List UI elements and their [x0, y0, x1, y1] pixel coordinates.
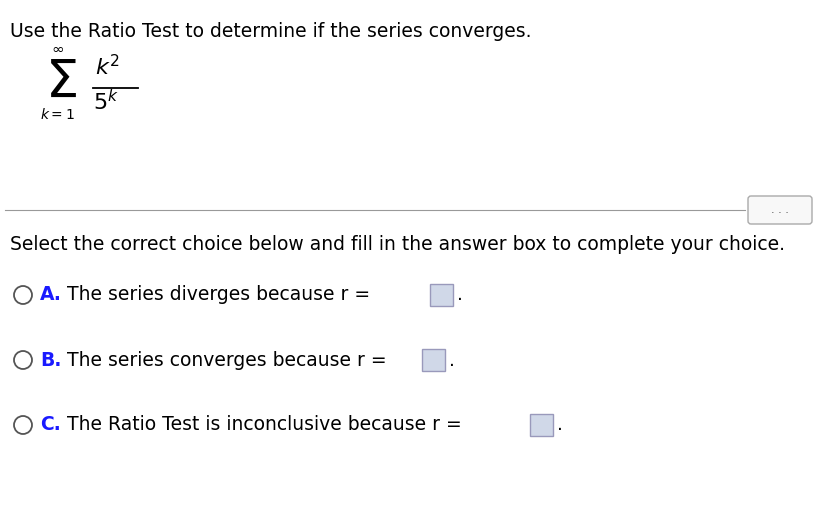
Text: B.: B.	[40, 350, 61, 369]
Text: A.: A.	[40, 286, 62, 305]
Text: The series diverges because r =: The series diverges because r =	[67, 286, 370, 305]
FancyBboxPatch shape	[430, 284, 453, 306]
Text: Select the correct choice below and fill in the answer box to complete your choi: Select the correct choice below and fill…	[10, 235, 785, 254]
FancyBboxPatch shape	[422, 349, 445, 371]
Text: C.: C.	[40, 415, 61, 434]
Text: .: .	[557, 415, 563, 434]
FancyBboxPatch shape	[530, 414, 553, 436]
Text: .: .	[457, 286, 463, 305]
Text: $\infty$: $\infty$	[51, 42, 64, 56]
Text: Use the Ratio Test to determine if the series converges.: Use the Ratio Test to determine if the s…	[10, 22, 531, 41]
Text: The Ratio Test is inconclusive because r =: The Ratio Test is inconclusive because r…	[67, 415, 462, 434]
Text: $k = 1$: $k = 1$	[40, 107, 75, 122]
FancyBboxPatch shape	[748, 196, 812, 224]
Text: The series converges because r =: The series converges because r =	[67, 350, 387, 369]
Text: $\Sigma$: $\Sigma$	[45, 58, 77, 109]
Text: $5^k$: $5^k$	[93, 90, 119, 115]
Text: . . .: . . .	[771, 205, 789, 215]
Text: .: .	[449, 350, 455, 369]
Text: $k^2$: $k^2$	[95, 55, 120, 80]
